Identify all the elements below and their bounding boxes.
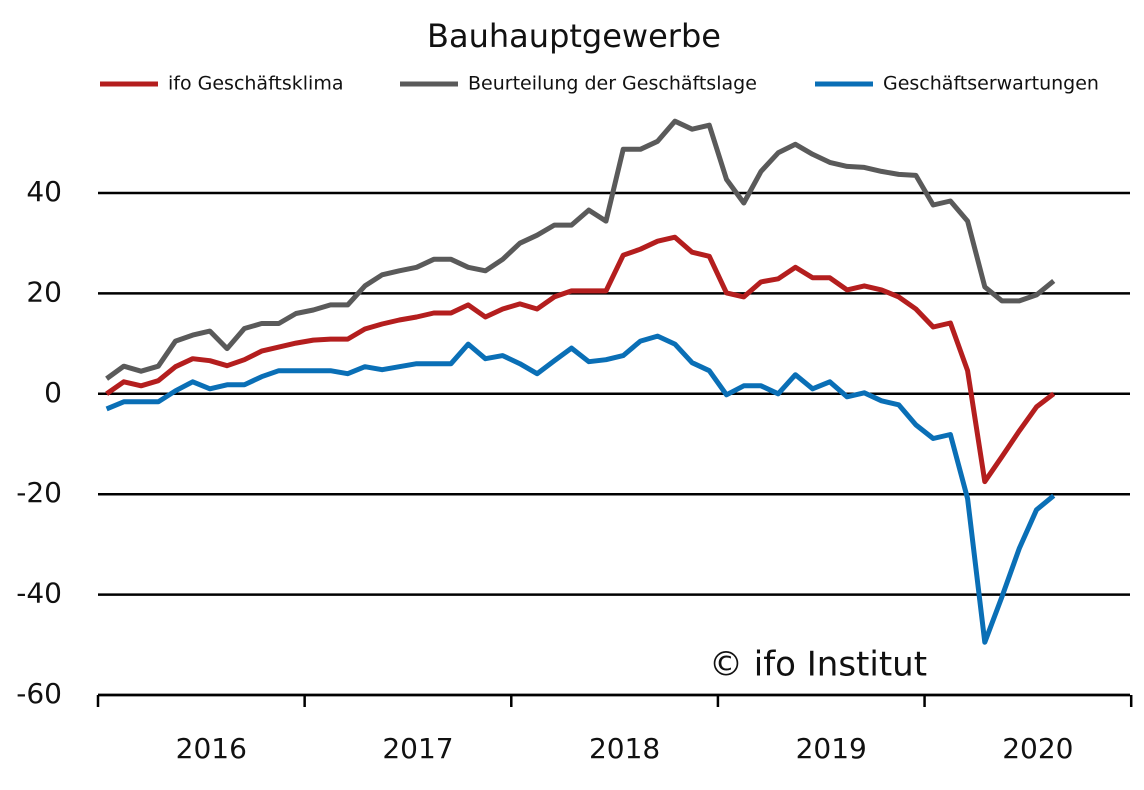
annotation: © ifo Institut [709, 645, 927, 685]
x-tick-label: 2016 [176, 732, 247, 765]
legend-label: Beurteilung der Geschäftslage [468, 73, 757, 95]
legend-label: Geschäftserwartungen [883, 73, 1099, 95]
y-tick-label: 40 [26, 175, 62, 208]
y-tick-label: -20 [16, 476, 62, 509]
y-tick-label: -60 [16, 677, 62, 710]
x-tick-label: 2020 [1002, 732, 1073, 765]
lines [105, 118, 1056, 645]
legend-label: ifo Geschäftsklima [168, 73, 344, 95]
y-tick-label: 0 [44, 376, 62, 409]
series-line [105, 333, 1056, 645]
series-line [105, 118, 1056, 381]
y-tick-label: -40 [16, 577, 62, 610]
x-tick-label: 2019 [796, 732, 867, 765]
x-tick-label: 2018 [589, 732, 660, 765]
x-tick-label: 2017 [382, 732, 453, 765]
y-tick-label: 20 [26, 275, 62, 308]
chart-title: Bauhauptgewerbe [427, 17, 721, 55]
series-line [105, 234, 1056, 485]
